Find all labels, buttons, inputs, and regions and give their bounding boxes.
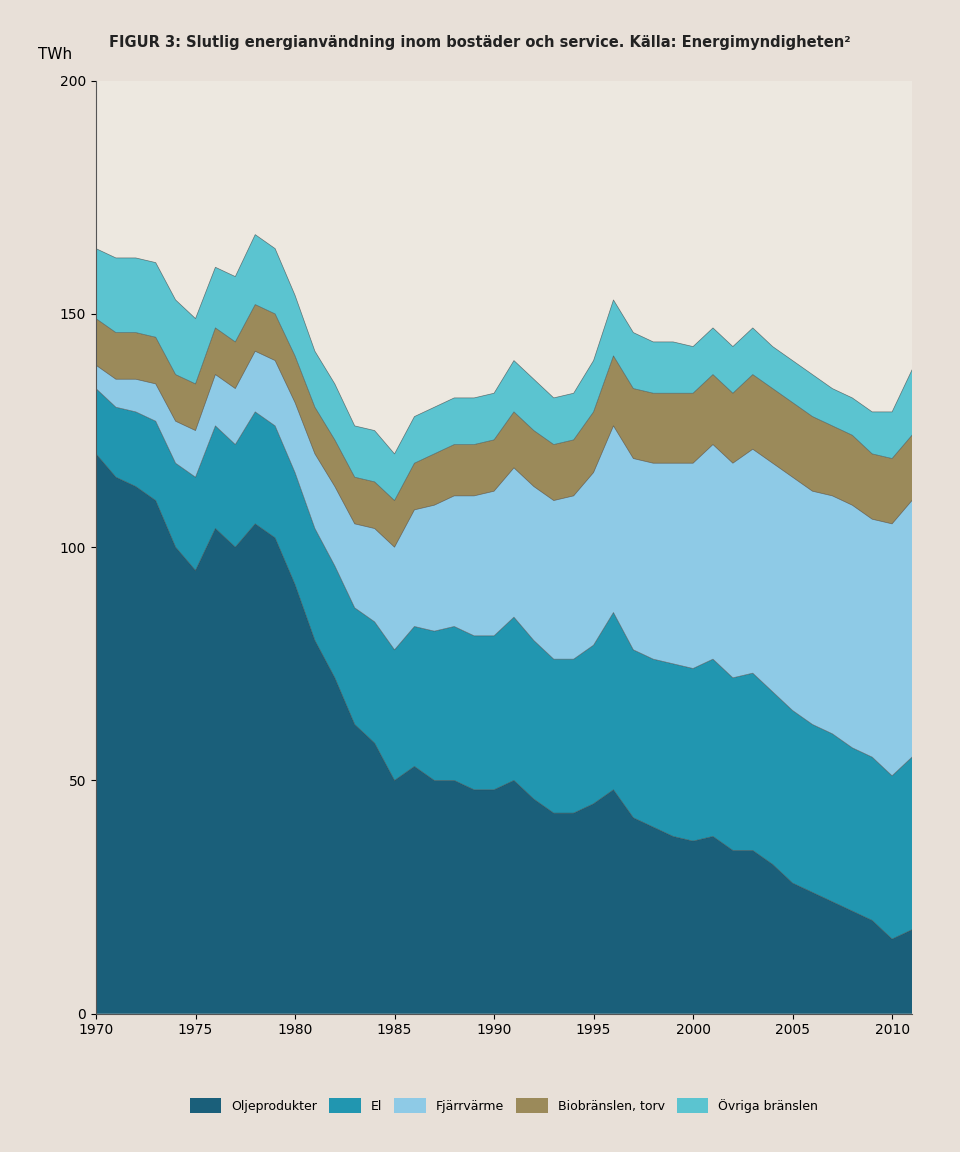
- Legend: Oljeprodukter, El, Fjärrvärme, Biobränslen, torv, Övriga bränslen: Oljeprodukter, El, Fjärrvärme, Biobränsl…: [183, 1092, 825, 1120]
- Y-axis label: TWh: TWh: [38, 47, 72, 62]
- Text: FIGUR 3: Slutlig energianvändning inom bostäder och service. Källa: Energimyndig: FIGUR 3: Slutlig energianvändning inom b…: [109, 35, 851, 50]
